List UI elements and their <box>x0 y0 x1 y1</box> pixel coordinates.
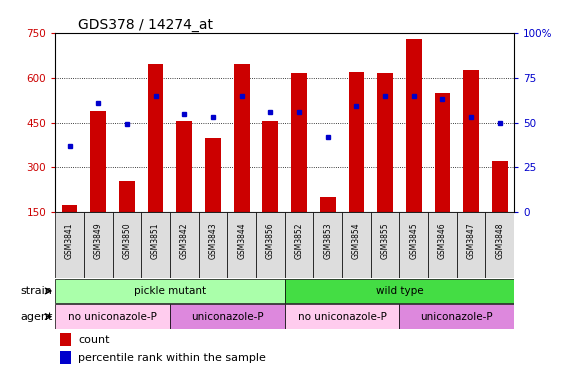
Bar <box>320 197 336 212</box>
Bar <box>428 212 457 278</box>
Bar <box>55 212 84 278</box>
Bar <box>400 304 514 329</box>
Bar <box>263 121 278 212</box>
Text: GSM3843: GSM3843 <box>209 222 217 259</box>
Text: GSM3845: GSM3845 <box>409 222 418 259</box>
Text: no uniconazole-P: no uniconazole-P <box>68 311 157 322</box>
Text: GSM3849: GSM3849 <box>94 222 103 259</box>
Text: GSM3842: GSM3842 <box>180 222 189 259</box>
Bar <box>406 39 422 212</box>
Bar <box>55 304 170 329</box>
Bar <box>60 333 71 346</box>
Text: agent: agent <box>20 311 52 322</box>
Text: GSM3854: GSM3854 <box>352 222 361 259</box>
Bar <box>492 161 508 212</box>
Bar <box>457 212 486 278</box>
Bar <box>234 64 250 212</box>
Bar <box>400 212 428 278</box>
Bar <box>291 73 307 212</box>
Text: GSM3850: GSM3850 <box>123 222 131 259</box>
Text: GSM3846: GSM3846 <box>438 222 447 259</box>
Text: GSM3848: GSM3848 <box>496 222 504 259</box>
Text: GSM3855: GSM3855 <box>381 222 390 259</box>
Bar <box>435 93 450 212</box>
Bar <box>60 351 71 364</box>
Text: GDS378 / 14274_at: GDS378 / 14274_at <box>78 18 213 32</box>
Bar <box>148 64 163 212</box>
Text: wild type: wild type <box>376 286 423 296</box>
Bar <box>113 212 141 278</box>
Bar <box>90 111 106 212</box>
Bar <box>371 212 400 278</box>
Text: no uniconazole-P: no uniconazole-P <box>297 311 386 322</box>
Bar <box>285 212 313 278</box>
Bar <box>342 212 371 278</box>
Text: uniconazole-P: uniconazole-P <box>421 311 493 322</box>
Bar <box>170 304 285 329</box>
Bar <box>84 212 113 278</box>
Bar <box>141 212 170 278</box>
Bar <box>285 279 514 303</box>
Bar <box>62 205 77 212</box>
Bar <box>177 121 192 212</box>
Bar <box>377 73 393 212</box>
Bar <box>205 138 221 212</box>
Bar <box>227 212 256 278</box>
Bar <box>199 212 227 278</box>
Bar <box>313 212 342 278</box>
Text: pickle mutant: pickle mutant <box>134 286 206 296</box>
Bar <box>256 212 285 278</box>
Bar <box>285 304 400 329</box>
Text: GSM3841: GSM3841 <box>65 222 74 259</box>
Text: strain: strain <box>20 286 52 296</box>
Text: count: count <box>78 335 110 345</box>
Bar <box>170 212 199 278</box>
Text: GSM3851: GSM3851 <box>151 222 160 259</box>
Bar <box>349 72 364 212</box>
Text: uniconazole-P: uniconazole-P <box>191 311 264 322</box>
Text: GSM3847: GSM3847 <box>467 222 476 259</box>
Bar <box>55 279 285 303</box>
Text: percentile rank within the sample: percentile rank within the sample <box>78 353 266 363</box>
Text: GSM3856: GSM3856 <box>266 222 275 259</box>
Text: GSM3853: GSM3853 <box>323 222 332 259</box>
Bar <box>486 212 514 278</box>
Text: GSM3852: GSM3852 <box>295 222 303 259</box>
Text: GSM3844: GSM3844 <box>237 222 246 259</box>
Bar <box>119 181 135 212</box>
Bar <box>463 70 479 212</box>
